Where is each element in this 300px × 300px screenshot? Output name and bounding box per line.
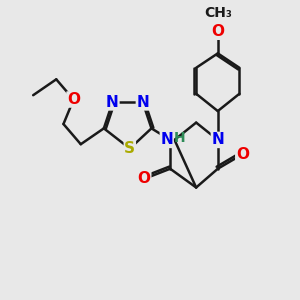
- Text: N: N: [212, 132, 224, 147]
- Text: CH₃: CH₃: [204, 6, 232, 20]
- Text: H: H: [174, 131, 185, 146]
- Text: S: S: [124, 141, 135, 156]
- Text: O: O: [138, 171, 151, 186]
- Text: N: N: [136, 95, 149, 110]
- Text: O: O: [211, 24, 224, 39]
- Text: O: O: [236, 147, 249, 162]
- Text: O: O: [67, 92, 80, 107]
- Text: N: N: [106, 95, 119, 110]
- Text: N: N: [160, 132, 173, 147]
